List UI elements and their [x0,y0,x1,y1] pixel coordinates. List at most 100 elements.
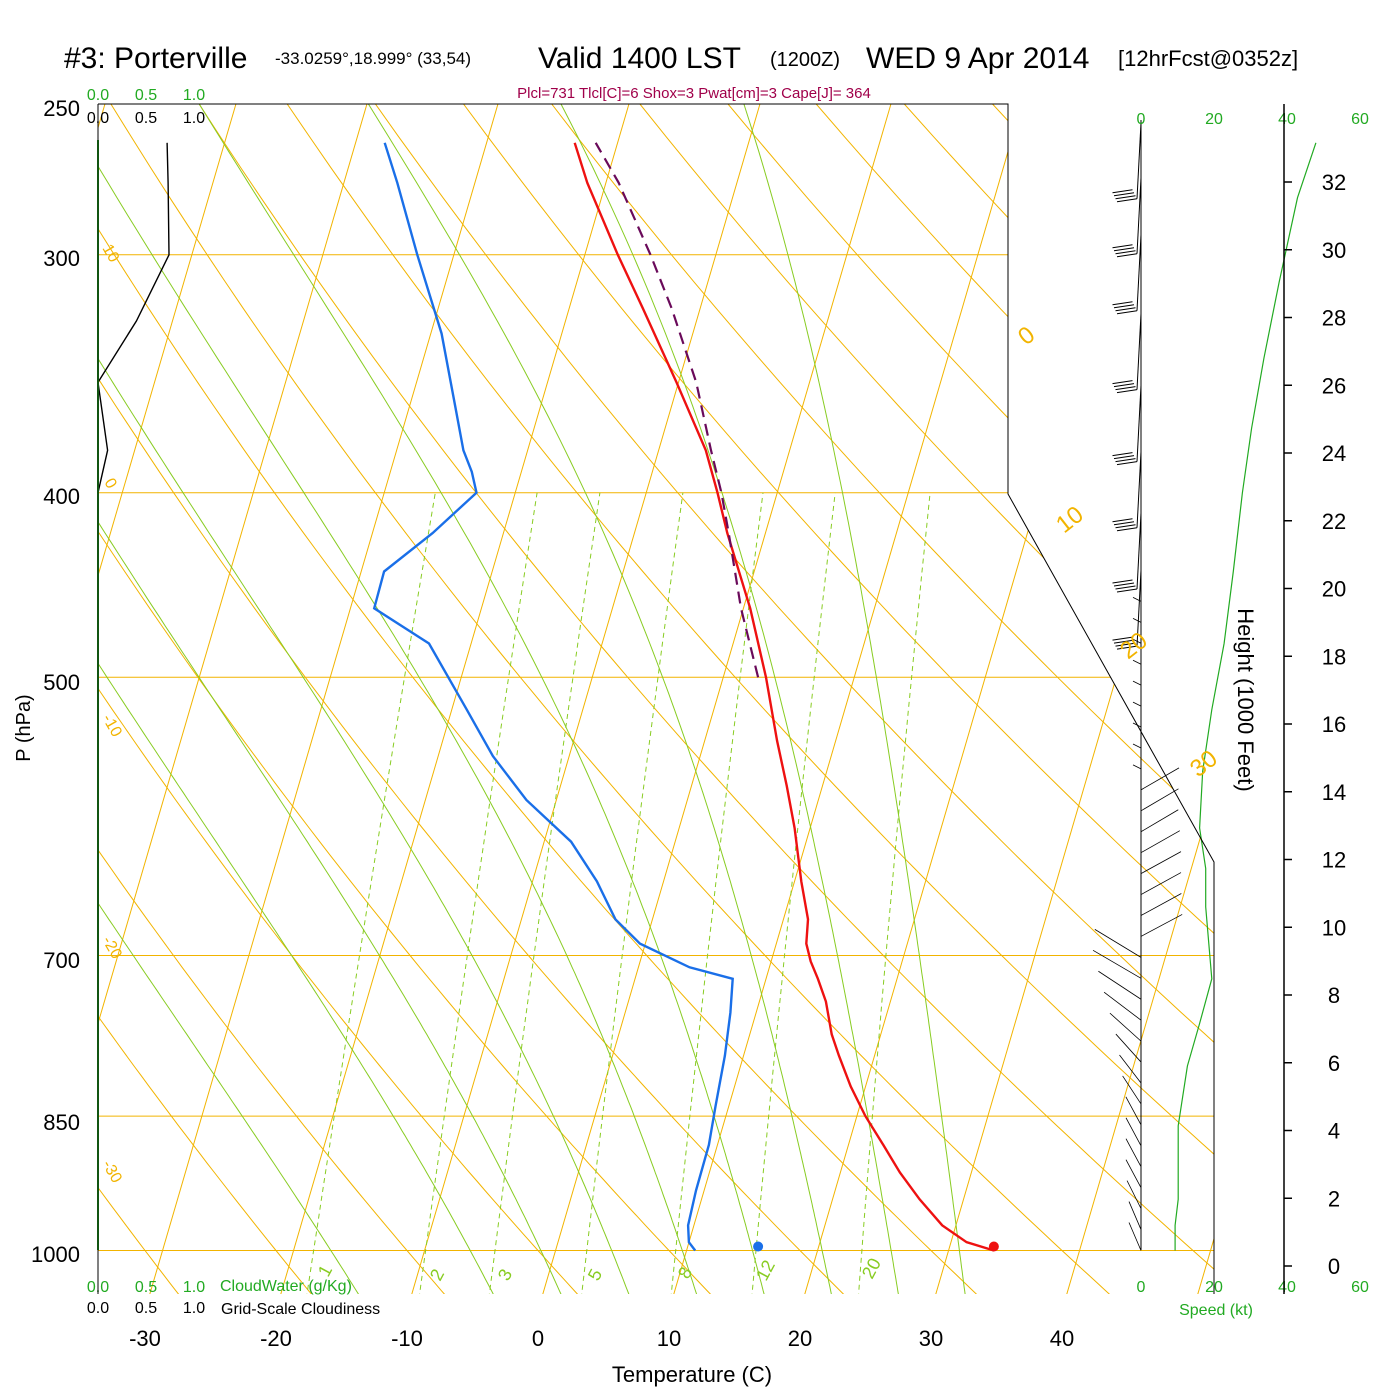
wind-barb-feather [1113,521,1135,526]
moist-adiabat [560,104,905,1294]
cloudiness-tick-top: 0.5 [135,110,157,127]
height-axis-title: Height (1000 Feet) [1233,608,1258,791]
wind-barb [1109,1012,1142,1042]
wind-barb-feather [1116,253,1138,258]
mixing-ratio-label: 20 [858,1255,885,1282]
wind-speed-legend: Speed (kt) [1179,1302,1253,1319]
wind-barb [1122,1075,1142,1105]
cloudiness-trace [97,142,170,493]
dry-adiabat [98,104,342,1294]
wind-barb-feather [1115,585,1136,590]
wind-barb-feather [1113,639,1135,644]
wind-barb-feather [1112,452,1133,457]
moist-adiabat [367,104,840,1294]
wind-barb-feather [1112,301,1133,306]
wind-barb-feather [1115,642,1136,647]
cloudwater-tick-bottom: 0.5 [135,1279,157,1296]
wind-barb [1132,743,1142,749]
mixing-ratio-line [580,492,684,1294]
height-tick-label: 14 [1322,780,1346,805]
wind-barb-feather [1116,527,1138,532]
utc-time: (1200Z) [770,49,840,71]
wind-barb [1128,1222,1142,1251]
wind-barb [1136,513,1142,590]
mixing-ratio-line [488,492,601,1294]
mixing-ratio-line [670,492,764,1294]
wind-speed-tick-bottom: 60 [1351,1279,1369,1296]
height-tick-label: 2 [1328,1186,1340,1211]
chart-title: #3: Porterville [64,42,247,75]
mixing-ratio-label: 3 [494,1266,516,1284]
pressure-tick-label: 300 [43,246,80,271]
wind-barb [1128,1201,1142,1230]
wind-barb [1136,122,1142,199]
isotherm-line [144,104,516,1294]
x-tick-label: -10 [391,1326,423,1351]
moist-adiabat [198,104,774,1294]
wind-barb [1140,767,1180,791]
moist-adiabat [98,104,643,1294]
cloudwater-tick-top: 0.5 [135,87,157,104]
isotherm-label: 0 [1013,321,1040,351]
pressure-tick-label: 1000 [31,1242,80,1267]
wind-barb [1140,809,1179,833]
x-tick-label: -30 [129,1326,161,1351]
height-tick-label: 28 [1322,306,1346,331]
dry-adiabat [98,104,207,1294]
height-tick-label: 22 [1322,509,1346,534]
wind-barb-feather [1113,247,1135,252]
height-tick-label: 6 [1328,1051,1340,1076]
dry-adiabat [98,104,880,1294]
wind-barb [1136,570,1142,647]
height-tick-label: 8 [1328,983,1340,1008]
wind-barb [1092,949,1142,979]
height-tick-label: 0 [1328,1254,1340,1279]
wind-barb [1125,1117,1142,1146]
wind-barb [1103,991,1142,1021]
wind-barb-feather [1115,307,1136,312]
dry-adiabat [699,104,1214,1294]
wind-barb [1132,764,1142,770]
dry-adiabat [98,104,476,1294]
moist-adiabat [98,104,578,1294]
isotherm-label: 10 [1051,501,1089,539]
dry-adiabat-label: 0 [101,476,120,492]
wind-barb-feather [1116,645,1138,650]
station-coords: -33.0259°,18.999° (33,54) [275,49,471,68]
wind-barb [1140,830,1181,854]
wind-speed-tick-bottom: 0 [1137,1279,1146,1296]
wind-barb [1140,788,1179,812]
wind-barb-feather [1115,250,1136,255]
wind-barb [1140,872,1182,895]
dry-adiabat [264,104,1214,1294]
forecast-info: [12hrFcst@0352z] [1118,46,1298,71]
wind-barb-feather [1113,192,1135,197]
pressure-tick-label: 500 [43,670,80,695]
isotherm-line [406,104,778,1294]
height-tick-label: 30 [1322,238,1346,263]
moist-adiabat [98,104,381,1294]
surface-dewpoint-marker [753,1241,764,1252]
thermo-grid [98,104,1214,1294]
wind-barb-feather [1112,244,1133,249]
wind-barb [1136,451,1142,528]
wind-barb-feather [1116,198,1138,203]
wind-speed-tick-top: 0 [1137,111,1146,128]
height-tick-label: 18 [1322,644,1346,669]
wind-barb [1140,914,1183,937]
x-tick-label: 10 [657,1326,681,1351]
moist-adiabat [98,104,709,1294]
temperature-trace [573,142,995,1252]
wind-barb-feather [1113,304,1135,309]
wind-barb [1119,1054,1142,1084]
height-tick-label: 32 [1322,170,1346,195]
wind-barb [1125,1096,1142,1126]
dry-adiabat-label: -10 [99,712,125,741]
wind-barb-feather [1115,524,1136,529]
wind-barb-feather [1112,636,1133,641]
mixing-ratio-label: 2 [426,1266,448,1284]
dry-adiabat [98,104,1149,1294]
moist-adiabat [98,104,512,1294]
wind-barb [1136,234,1142,311]
